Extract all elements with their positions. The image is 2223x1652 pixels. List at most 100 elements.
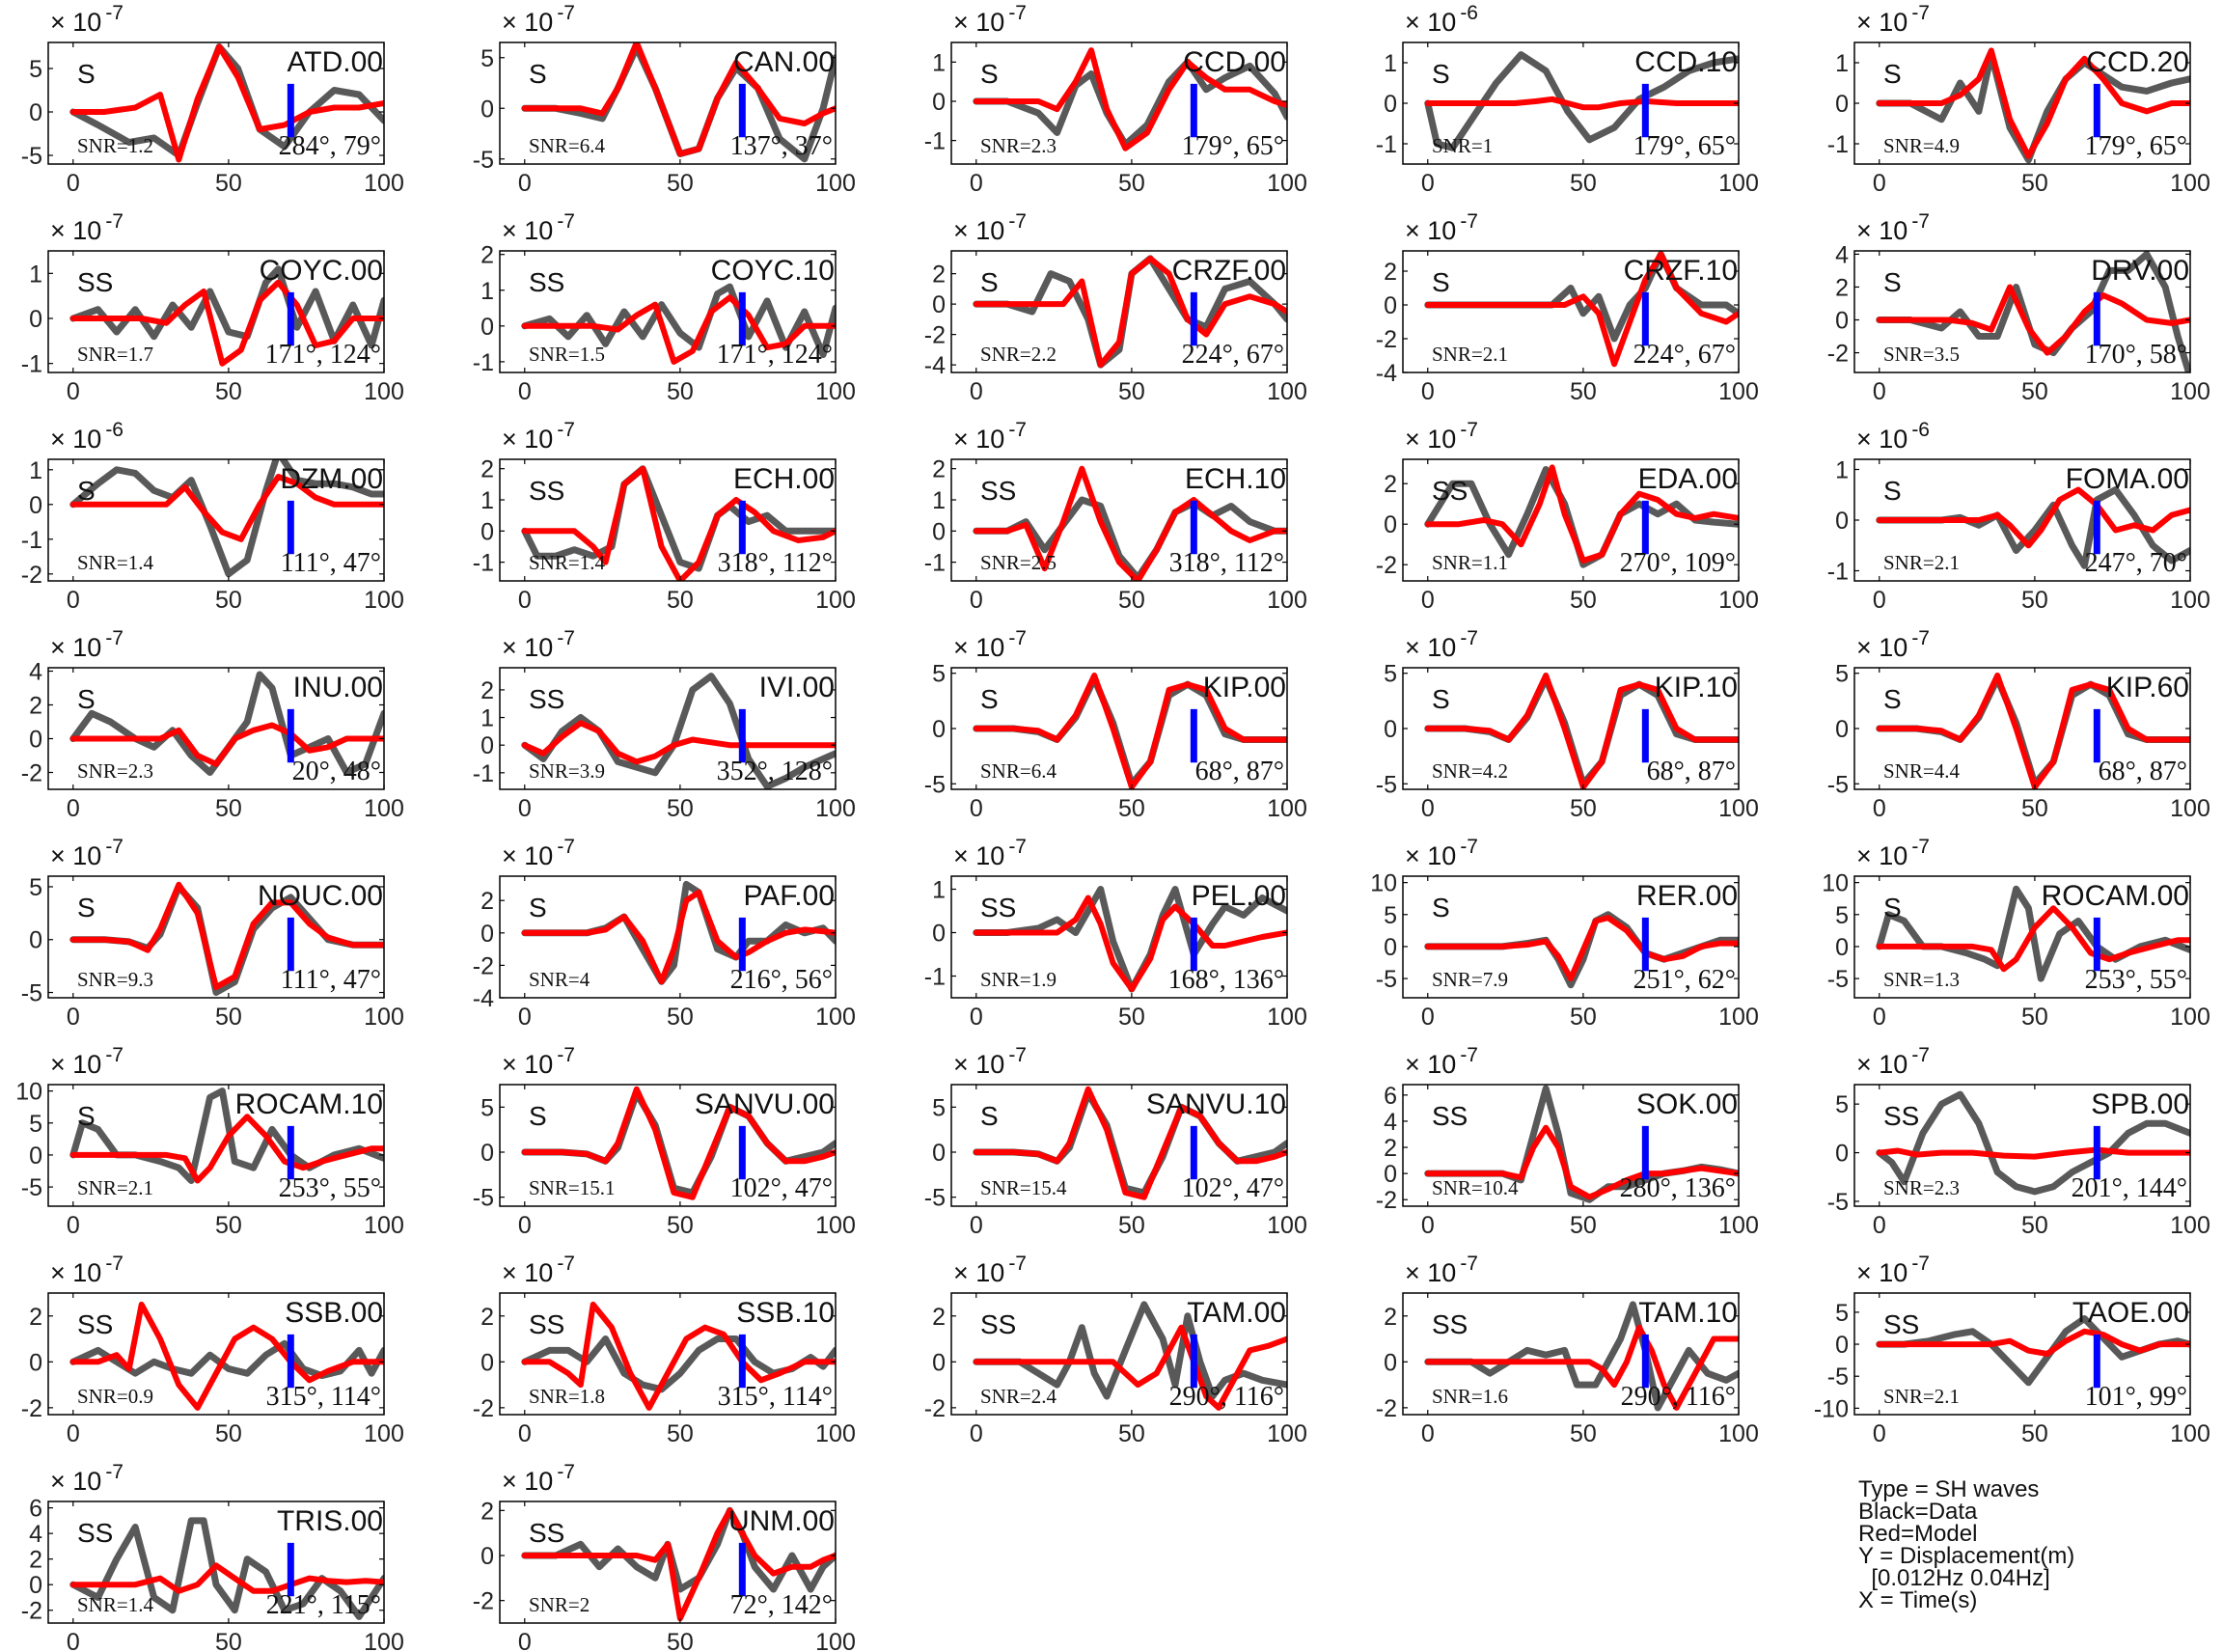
y-tick-label: -5 — [1376, 771, 1397, 798]
x-tick-label: 0 — [1421, 378, 1435, 405]
y-tick-label: 1 — [29, 457, 42, 484]
axes-box — [499, 1292, 837, 1416]
x-tick-label: 0 — [67, 587, 80, 614]
phase-label: S — [1883, 59, 1902, 89]
phase-label: SS — [529, 1518, 564, 1548]
azimuth-takeoff-label: 101°, 99° — [2085, 1382, 2187, 1412]
y-tick-label: 0 — [1835, 1332, 1849, 1359]
y-tick-label: 1 — [932, 49, 946, 76]
y-exponent-label: × 10 -7 — [50, 1253, 124, 1287]
x-tick-label: 50 — [1118, 1212, 1145, 1239]
y-tick-label: 0 — [1384, 91, 1397, 118]
y-exponent-label: × 10 -7 — [953, 419, 1027, 454]
y-tick-label: 1 — [480, 487, 494, 514]
x-tick-label: 100 — [815, 795, 856, 822]
y-tick-label: -4 — [473, 985, 494, 1012]
x-tick-label: 0 — [67, 378, 80, 405]
azimuth-takeoff-label: 284°, 79° — [279, 131, 381, 161]
y-exponent-label: × 10 -7 — [502, 1044, 575, 1079]
azimuth-takeoff-label: 315°, 114° — [718, 1382, 833, 1412]
x-tick-label: 50 — [667, 1004, 694, 1031]
station-label: CAN.00 — [733, 46, 835, 78]
model-trace — [1424, 673, 1739, 789]
station-label: SPB.00 — [2091, 1088, 2189, 1120]
panel-nouc-00: 0 50 100 -5 0 5 × 10 -7 S NOUC.00 SNR=9.3 111°, 47° — [21, 836, 404, 1031]
x-tick-label: 0 — [1421, 170, 1435, 197]
panel-can-00: 0 50 100 -5 0 5 × 10 -7 S CAN.00 SNR=6.4 137°, 37° — [473, 2, 856, 197]
azimuth-takeoff-label: 253°, 55° — [279, 1173, 381, 1203]
y-tick-label: 2 — [1835, 274, 1849, 301]
axes-box — [1853, 1084, 2191, 1207]
snr-label: SNR=3.5 — [1883, 343, 1960, 366]
phase-label: S — [529, 1101, 547, 1131]
axes-box — [499, 1084, 837, 1207]
station-label: SANVU.00 — [695, 1088, 835, 1120]
x-tick-label: 100 — [1267, 378, 1307, 405]
y-tick-label: 0 — [29, 1349, 42, 1376]
y-tick-label: 2 — [1384, 1304, 1397, 1331]
y-tick-label: 0 — [480, 314, 494, 341]
y-tick-label: -2 — [21, 562, 42, 589]
panel-ech-10: 0 50 100 -1 0 1 2 × 10 -7 SS ECH.10 SNR=2.5 318°, 11… — [924, 419, 1307, 614]
azimuth-takeoff-label: 171°, 124° — [717, 340, 833, 370]
x-tick-label: 0 — [970, 1420, 983, 1447]
model-trace — [521, 42, 836, 157]
y-tick-label: -2 — [1376, 1187, 1397, 1214]
azimuth-takeoff-label: 170°, 58° — [2085, 340, 2187, 370]
x-tick-label: 0 — [1421, 795, 1435, 822]
x-tick-label: 50 — [1118, 378, 1145, 405]
y-exponent-label: × 10 -7 — [1405, 1253, 1478, 1287]
y-exponent-label: × 10 -7 — [1856, 210, 1930, 245]
y-tick-label: 5 — [1835, 661, 1849, 688]
azimuth-takeoff-label: 318°, 112° — [718, 548, 833, 578]
y-tick-label: -2 — [473, 952, 494, 979]
x-tick-label: 100 — [1718, 1420, 1759, 1447]
azimuth-takeoff-label: 102°, 47° — [730, 1173, 833, 1203]
y-exponent-label: × 10 -7 — [953, 1253, 1027, 1287]
y-tick-label: -1 — [473, 349, 494, 376]
legend-band: [0.012Hz 0.04Hz] — [1858, 1565, 2050, 1591]
axes-box — [499, 41, 837, 165]
phase-label: SS — [980, 1309, 1016, 1339]
x-tick-label: 100 — [364, 795, 404, 822]
data-trace — [521, 465, 836, 572]
panel-ssb-00: 0 50 100 -2 0 2 × 10 -7 SS SSB.00 SNR=0.9 315°, 114… — [21, 1253, 404, 1447]
y-tick-label: 0 — [480, 1140, 494, 1167]
azimuth-takeoff-label: 168°, 136° — [1168, 965, 1284, 995]
snr-label: SNR=2.3 — [980, 134, 1057, 157]
azimuth-takeoff-label: 280°, 136° — [1620, 1173, 1736, 1203]
y-tick-label: -5 — [1827, 771, 1849, 798]
azimuth-takeoff-label: 224°, 67° — [1633, 340, 1736, 370]
y-tick-label: 0 — [1835, 1141, 1849, 1168]
model-trace — [973, 895, 1287, 992]
snr-label: SNR=7.9 — [1432, 968, 1508, 991]
model-trace — [1876, 1328, 2190, 1357]
axes-box — [1853, 250, 2191, 373]
y-tick-label: 2 — [932, 262, 946, 289]
snr-label: SNR=1.1 — [1432, 551, 1508, 574]
station-label: COYC.00 — [260, 255, 383, 287]
y-tick-label: -5 — [473, 1185, 494, 1212]
x-tick-label: 0 — [518, 1420, 532, 1447]
azimuth-takeoff-label: 251°, 62° — [1633, 965, 1736, 995]
phase-label: SS — [529, 684, 564, 714]
x-tick-label: 100 — [815, 378, 856, 405]
y-exponent-label: × 10 -7 — [953, 210, 1027, 245]
x-tick-label: 0 — [1873, 587, 1886, 614]
station-label: PAF.00 — [744, 880, 836, 912]
station-label: KIP.10 — [1655, 672, 1738, 703]
y-tick-label: 0 — [29, 99, 42, 126]
x-tick-label: 100 — [815, 587, 856, 614]
y-exponent-label: × 10 -7 — [1856, 1044, 1930, 1079]
y-tick-label: 2 — [480, 242, 494, 269]
station-label: SANVU.10 — [1146, 1088, 1286, 1120]
x-tick-label: 0 — [1421, 1004, 1435, 1031]
data-trace — [521, 673, 836, 789]
model-trace — [1876, 284, 2190, 356]
y-tick-label: -5 — [21, 980, 42, 1007]
axes-box — [47, 875, 385, 999]
panel-ccd-20: 0 50 100 -1 0 1 × 10 -7 S CCD.20 SNR=4.9 179°, 65° — [1827, 2, 2210, 197]
snr-label: SNR=1.4 — [77, 1593, 153, 1616]
